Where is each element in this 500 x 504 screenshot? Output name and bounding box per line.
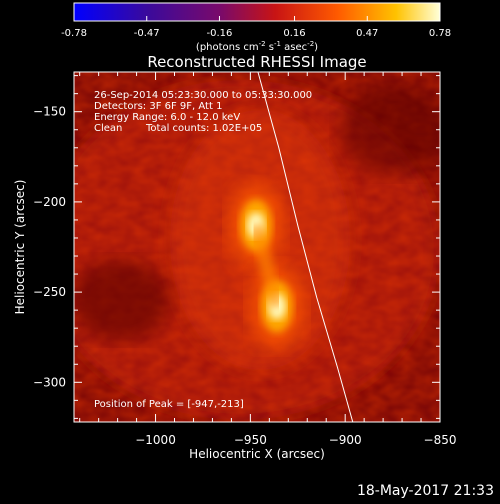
- x-tick-label: −1000: [135, 433, 176, 447]
- detectors-text: Detectors: 3F 6F 9F, Att 1: [94, 101, 222, 112]
- y-axis-label: Heliocentric Y (arcsec): [13, 180, 27, 315]
- x-tick-label: −850: [424, 433, 457, 447]
- rhessi-image: [74, 72, 440, 422]
- solar-limb-line: [257, 72, 354, 422]
- colorbar-tick-label: 0.78: [429, 28, 451, 39]
- colorbar-tick-label: -0.47: [134, 28, 160, 39]
- plot-frame: [73, 71, 441, 423]
- x-tick-label: −950: [234, 433, 267, 447]
- annotations: 26-Sep-2014 05:23:30.000 to 05:33:30.000…: [94, 90, 312, 410]
- colorbar-ticks: -0.78 -0.47 -0.16 0.16 0.47 0.78: [61, 16, 451, 39]
- x-axis-ticks: −1000 −950 −900 −850: [79, 72, 457, 447]
- source-bridge: [249, 223, 284, 309]
- time-range-text: 26-Sep-2014 05:23:30.000 to 05:33:30.000: [94, 90, 312, 101]
- colorbar-tick-label: -0.78: [61, 28, 87, 39]
- y-tick-label: −250: [33, 285, 66, 299]
- y-axis-ticks: −150 −200 −250 −300: [33, 75, 440, 419]
- y-tick-label: −300: [33, 375, 66, 389]
- colorbar-tick-label: 0.16: [283, 28, 305, 39]
- source-layer: [228, 183, 305, 349]
- plot-title: Reconstructed RHESSI Image: [147, 53, 366, 71]
- colorbar: [73, 2, 441, 22]
- total-counts-text: Total counts: 1.02E+05: [145, 123, 262, 134]
- colorbar-tick-label: 0.47: [356, 28, 378, 39]
- colorbar-tick-label: -0.16: [207, 28, 233, 39]
- timestamp: 18-May-2017 21:33: [357, 483, 494, 499]
- x-tick-label: −900: [329, 433, 362, 447]
- x-axis-label: Heliocentric X (arcsec): [189, 447, 325, 461]
- peak-position-text: Position of Peak = [-947,-213]: [94, 399, 244, 410]
- y-tick-label: −200: [33, 195, 66, 209]
- method-text: Clean: [94, 123, 122, 134]
- colorbar-units: (photons cm-2 s-1 asec-2): [196, 40, 318, 53]
- y-tick-label: −150: [33, 105, 66, 119]
- energy-range-text: Energy Range: 6.0 - 12.0 keV: [94, 112, 240, 123]
